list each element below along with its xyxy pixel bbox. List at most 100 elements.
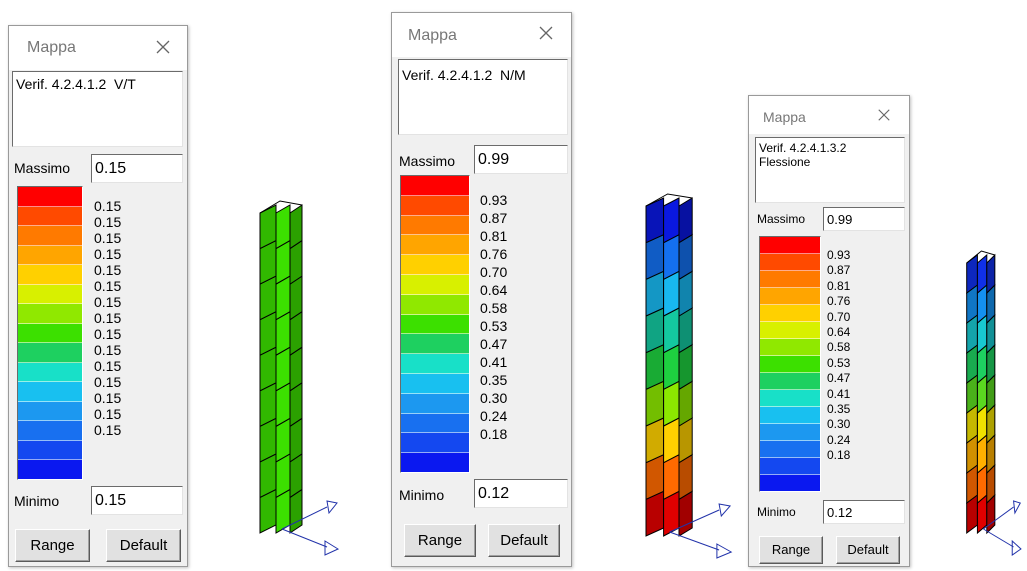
legend-value: 0.76: [827, 294, 851, 309]
legend-value: 0.76: [480, 246, 508, 262]
close-icon[interactable]: [877, 108, 891, 122]
column-3d-drawing: [966, 250, 1022, 556]
legend-value: 0.15: [94, 246, 122, 262]
legend-swatch: [760, 373, 820, 390]
legend-swatch: [18, 440, 82, 461]
column-3d-drawing: [645, 193, 733, 559]
legend-value: 0.53: [480, 318, 508, 334]
legend-swatch: [760, 475, 820, 491]
axis-arrows-icon: [669, 503, 733, 559]
color-legend: [17, 186, 83, 480]
legend-value: 0.15: [94, 422, 122, 438]
range-button[interactable]: Range: [759, 536, 823, 564]
legend-swatch: [401, 413, 469, 434]
legend-value: 0.30: [827, 417, 851, 432]
legend-values: 0.93 0.87 0.81 0.76 0.70 0.64 0.58 0.53 0.47 0.41…: [480, 191, 507, 443]
legend-value: 0.64: [480, 282, 508, 298]
legend-swatch: [18, 343, 82, 363]
min-label: Minimo: [399, 487, 445, 503]
legend-swatch: [760, 458, 820, 475]
color-legend: [759, 236, 821, 492]
legend-swatch: [18, 187, 82, 207]
legend-swatch: [760, 288, 820, 305]
legend-value: 0.64: [827, 325, 851, 340]
legend-value: 0.35: [827, 402, 851, 417]
legend-swatch: [401, 453, 469, 472]
legend-value: 0.15: [94, 358, 122, 374]
close-icon[interactable]: [538, 25, 554, 41]
column-segment: [275, 204, 291, 250]
column-segment: [289, 204, 303, 250]
column-top-outline: [645, 193, 693, 207]
default-button[interactable]: Default: [488, 524, 560, 557]
legend-value: 0.15: [94, 262, 122, 278]
legend-value: 0.81: [480, 228, 508, 244]
legend-value: 0.15: [94, 294, 122, 310]
column-segment: [663, 197, 680, 244]
max-value-input[interactable]: 0.99: [474, 145, 568, 174]
max-value-input[interactable]: 0.99: [823, 207, 905, 231]
legend-value: 0.93: [827, 248, 851, 262]
legend-value: 0.87: [827, 263, 851, 278]
legend-swatch: [760, 322, 820, 339]
legend-value: 0.15: [94, 374, 122, 390]
legend-swatch: [18, 421, 82, 441]
column-top-outline: [966, 250, 995, 264]
legend-swatch: [401, 255, 469, 275]
legend-value: 0.15: [94, 278, 122, 294]
default-button[interactable]: Default: [836, 536, 900, 564]
legend-value: 0.15: [94, 406, 122, 422]
legend-swatch: [18, 401, 82, 422]
column-segment: [678, 197, 693, 244]
legend-swatch: [401, 393, 469, 414]
legend-values: 0.15 0.15 0.15 0.15 0.15 0.15 0.15 0.15 0.15 0.15…: [94, 198, 121, 438]
legend-swatch: [401, 235, 469, 256]
legend-value: 0.24: [827, 432, 851, 447]
column-3d-view-vt: [250, 195, 350, 565]
legend-value: 0.58: [480, 300, 508, 316]
panel-title: Mappa: [408, 27, 457, 44]
legend-swatch: [18, 304, 82, 324]
default-button[interactable]: Default: [106, 529, 181, 562]
column-segment: [986, 253, 996, 295]
max-label: Massimo: [757, 212, 806, 226]
close-icon[interactable]: [155, 39, 171, 55]
panel-title: Mappa: [763, 109, 806, 125]
legend-swatch: [760, 254, 820, 271]
legend-swatch: [18, 265, 82, 285]
legend-value: 0.15: [94, 342, 122, 358]
legend-value: 0.24: [480, 408, 508, 424]
range-button[interactable]: Range: [404, 524, 476, 557]
min-value-input[interactable]: 0.12: [823, 500, 905, 524]
legend-value: 0.15: [94, 198, 122, 214]
legend-value: 0.15: [94, 214, 122, 230]
legend-swatch: [401, 334, 469, 355]
legend-swatch: [18, 245, 82, 266]
legend-value: 0.81: [827, 278, 851, 293]
legend-swatch: [760, 424, 820, 441]
title-bar: Mappa: [749, 96, 909, 134]
max-label: Massimo: [399, 153, 456, 169]
description-box: Verif. 4.2.4.1.2 N/M: [398, 59, 568, 135]
legend-swatch: [760, 237, 820, 254]
min-value-input[interactable]: 0.15: [91, 486, 183, 515]
title-bar: Mappa: [392, 13, 571, 57]
column-3d-drawing: [259, 200, 340, 556]
range-button[interactable]: Range: [15, 529, 90, 562]
legend-swatch: [401, 294, 469, 315]
legend-swatch: [401, 274, 469, 295]
min-value-input[interactable]: 0.12: [474, 479, 568, 508]
legend-value: 0.15: [94, 230, 122, 246]
legend-swatch: [401, 215, 469, 236]
min-label: Minimo: [757, 505, 796, 519]
max-value-input[interactable]: 0.15: [91, 154, 183, 183]
legend-swatch: [18, 362, 82, 383]
legend-value: 0.15: [94, 390, 122, 406]
legend-value: 0.70: [827, 309, 851, 324]
axis-arrows-icon: [281, 500, 340, 556]
column-3d-view-nm: [635, 188, 745, 568]
legend-value: 0.18: [827, 448, 851, 463]
min-label: Minimo: [14, 493, 60, 509]
legend-value: 0.47: [827, 371, 851, 386]
map-panel-flessione: Mappa Verif. 4.2.4.1.3.2 Flessione Massi…: [748, 95, 910, 567]
